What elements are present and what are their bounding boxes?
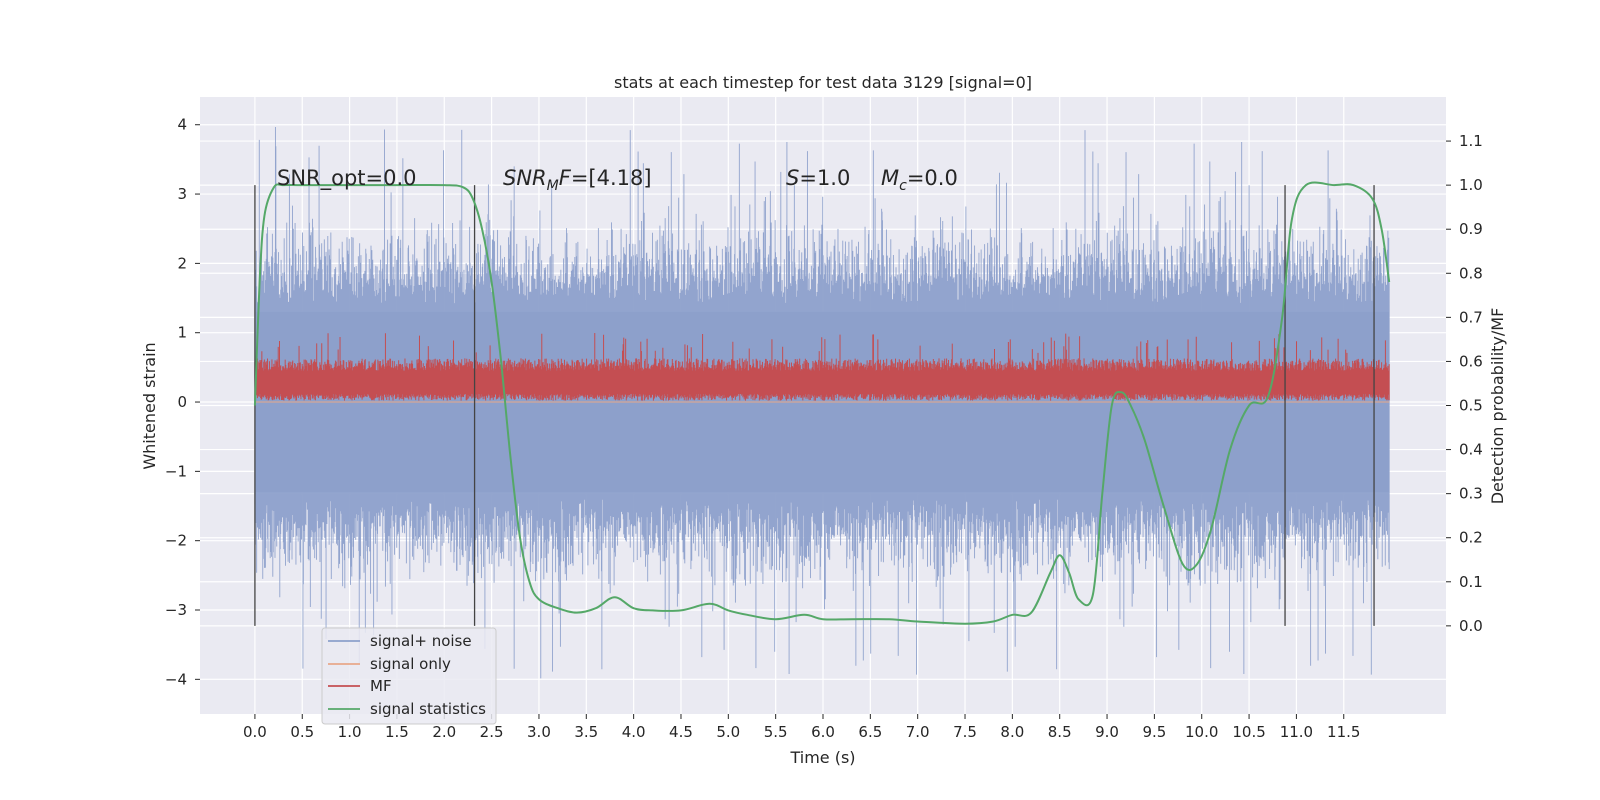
y-tick-label: 2 (177, 254, 187, 272)
y2-tick-label: 0.7 (1459, 308, 1483, 326)
y2-tick-label: 0.2 (1459, 529, 1483, 547)
annotation-snr-mf: SNRMF=[4.18] (503, 166, 652, 194)
x-tick-label: 5.0 (716, 723, 740, 741)
x-tick-label: 8.5 (1048, 723, 1072, 741)
x-tick-label: 9.0 (1095, 723, 1119, 741)
x-tick-label: 6.5 (858, 723, 882, 741)
x-tick-label: 7.0 (906, 723, 930, 741)
x-tick-label: 1.5 (385, 723, 409, 741)
y2-tick-label: 0.1 (1459, 573, 1483, 591)
x-tick-label: 3.5 (574, 723, 598, 741)
annotation-mc-value: =0.0 (907, 166, 958, 190)
mf-body (254, 370, 1390, 394)
legend-label-mf: MF (370, 677, 392, 695)
y2-tick-label: 0.0 (1459, 617, 1483, 635)
annotation-s-value: =1.0 (799, 166, 850, 190)
x-tick-label: 2.0 (432, 723, 456, 741)
x-tick-label: 9.5 (1142, 723, 1166, 741)
y2-tick-label: 0.6 (1459, 352, 1483, 370)
svg-text:Mc=0.0: Mc=0.0 (881, 166, 958, 194)
y2-tick-label: 0.5 (1459, 397, 1483, 415)
y2-axis-label: Detection probability/MF (1488, 308, 1507, 505)
y-tick-label: 1 (177, 324, 187, 342)
y2-tick-label: 0.8 (1459, 264, 1483, 282)
annotation-snr-mf-value: =[4.18] (571, 166, 652, 190)
y2-tick-label: 0.3 (1459, 485, 1483, 503)
signal-statistics-series (253, 181, 1391, 625)
x-axis-label: Time (s) (789, 748, 855, 767)
annotation-mc: Mc=0.0 (881, 166, 958, 194)
y2-tick-label: 0.4 (1459, 441, 1483, 459)
x-tick-label: 8.0 (1000, 723, 1024, 741)
legend: signal+ noise signal only MF signal stat… (321, 627, 497, 725)
y-tick-label: −4 (165, 670, 187, 688)
annotation-s: S=1.0 (786, 166, 850, 190)
x-tick-label: 11.5 (1327, 723, 1360, 741)
x-tick-label: 3.0 (527, 723, 551, 741)
svg-text:S=1.0: S=1.0 (786, 166, 850, 190)
y-tick-label: −2 (165, 532, 187, 550)
y2-tick-label: 1.1 (1459, 132, 1483, 150)
legend-label-noise: signal+ noise (370, 632, 472, 650)
x-tick-label: 11.0 (1280, 723, 1313, 741)
x-tick-label: 0.5 (290, 723, 314, 741)
x-tick-label: 5.5 (764, 723, 788, 741)
statistics-curve (253, 181, 1391, 625)
legend-label-statistics: signal statistics (370, 700, 486, 718)
legend-label-signal-only: signal only (370, 655, 451, 673)
chart-title: stats at each timestep for test data 312… (614, 73, 1032, 92)
x-axis-ticks: 0.0 0.5 1.0 1.5 2.0 2.5 3.0 3.5 4.0 4.5 5.0 5.5 6.0 6… (243, 714, 1360, 741)
mf-series (254, 333, 1390, 401)
y-tick-label: 0 (177, 393, 187, 411)
x-tick-label: 10.5 (1232, 723, 1265, 741)
y-tick-label: 4 (177, 116, 187, 134)
y-tick-label: −3 (165, 601, 187, 619)
y2-tick-label: 0.9 (1459, 220, 1483, 238)
x-tick-label: 0.0 (243, 723, 267, 741)
x-tick-label: 10.0 (1185, 723, 1218, 741)
y-axis-ticks: 4 3 2 1 0 −1 −2 −3 −4 (165, 116, 200, 688)
x-tick-label: 2.5 (480, 723, 504, 741)
x-tick-label: 6.0 (811, 723, 835, 741)
x-tick-label: 4.5 (669, 723, 693, 741)
y-axis-label: Whitened strain (140, 342, 159, 469)
svg-text:SNRMF=[4.18]: SNRMF=[4.18] (503, 166, 652, 194)
y2-axis-ticks: 1.1 1.0 0.9 0.8 0.7 0.6 0.5 0.4 0.3 0.2 0.1 0.0 (1446, 132, 1483, 635)
y2-tick-label: 1.0 (1459, 176, 1483, 194)
y-tick-label: 3 (177, 185, 187, 203)
y-tick-label: −1 (165, 462, 187, 480)
x-tick-label: 7.5 (953, 723, 977, 741)
annotation-snr-opt: SNR_opt=0.0 (277, 166, 417, 191)
legend-box (321, 627, 497, 725)
x-tick-label: 1.0 (338, 723, 362, 741)
x-tick-label: 4.0 (622, 723, 646, 741)
